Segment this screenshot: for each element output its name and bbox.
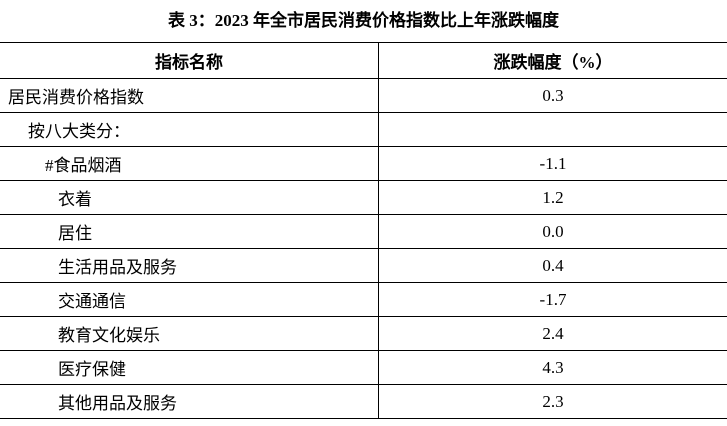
change-cell: -1.7 bbox=[378, 282, 727, 317]
table-title: 表 3：2023 年全市居民消费价格指数比上年涨跌幅度 bbox=[168, 11, 559, 30]
change-cell: -1.1 bbox=[378, 146, 727, 181]
table-row: 居住 0.0 bbox=[0, 214, 727, 249]
header-cell: 指标名称 bbox=[0, 42, 379, 79]
price-table: 指标名称 涨跌幅度（%） 居民消费价格指数 0.3 按八大类分： #食品烟酒 -1.1 衣… bbox=[0, 42, 727, 419]
indicator-cell: 生活用品及服务 bbox=[0, 248, 379, 283]
change-cell: 2.3 bbox=[378, 384, 727, 419]
table-row: #食品烟酒 -1.1 bbox=[0, 146, 727, 181]
change-cell: 2.4 bbox=[378, 316, 727, 351]
indicator-cell: 其他用品及服务 bbox=[0, 384, 379, 419]
table-row: 生活用品及服务 0.4 bbox=[0, 248, 727, 283]
change-cell: 0.0 bbox=[378, 214, 727, 249]
indicator-cell: 交通通信 bbox=[0, 282, 379, 317]
indicator-cell: 医疗保健 bbox=[0, 350, 379, 385]
table-row: 其他用品及服务 2.3 bbox=[0, 384, 727, 419]
table-row: 教育文化娱乐 2.4 bbox=[0, 316, 727, 351]
table-row: 衣着 1.2 bbox=[0, 180, 727, 215]
change-cell: 1.2 bbox=[378, 180, 727, 215]
change-cell: 4.3 bbox=[378, 350, 727, 385]
indicator-cell: 教育文化娱乐 bbox=[0, 316, 379, 351]
change-cell bbox=[378, 112, 727, 147]
change-cell: 0.3 bbox=[378, 78, 727, 113]
table-row: 按八大类分： bbox=[0, 112, 727, 147]
table-row: 居民消费价格指数 0.3 bbox=[0, 78, 727, 113]
table-row: 医疗保健 4.3 bbox=[0, 350, 727, 385]
indicator-cell: 衣着 bbox=[0, 180, 379, 215]
change-cell: 0.4 bbox=[378, 248, 727, 283]
indicator-cell: 按八大类分： bbox=[0, 112, 379, 147]
indicator-cell: 居住 bbox=[0, 214, 379, 249]
indicator-cell: #食品烟酒 bbox=[0, 146, 379, 181]
indicator-cell: 居民消费价格指数 bbox=[0, 78, 379, 113]
header-cell: 涨跌幅度（%） bbox=[378, 42, 727, 79]
header-row: 指标名称 涨跌幅度（%） bbox=[0, 42, 727, 79]
table-row: 交通通信 -1.7 bbox=[0, 282, 727, 317]
